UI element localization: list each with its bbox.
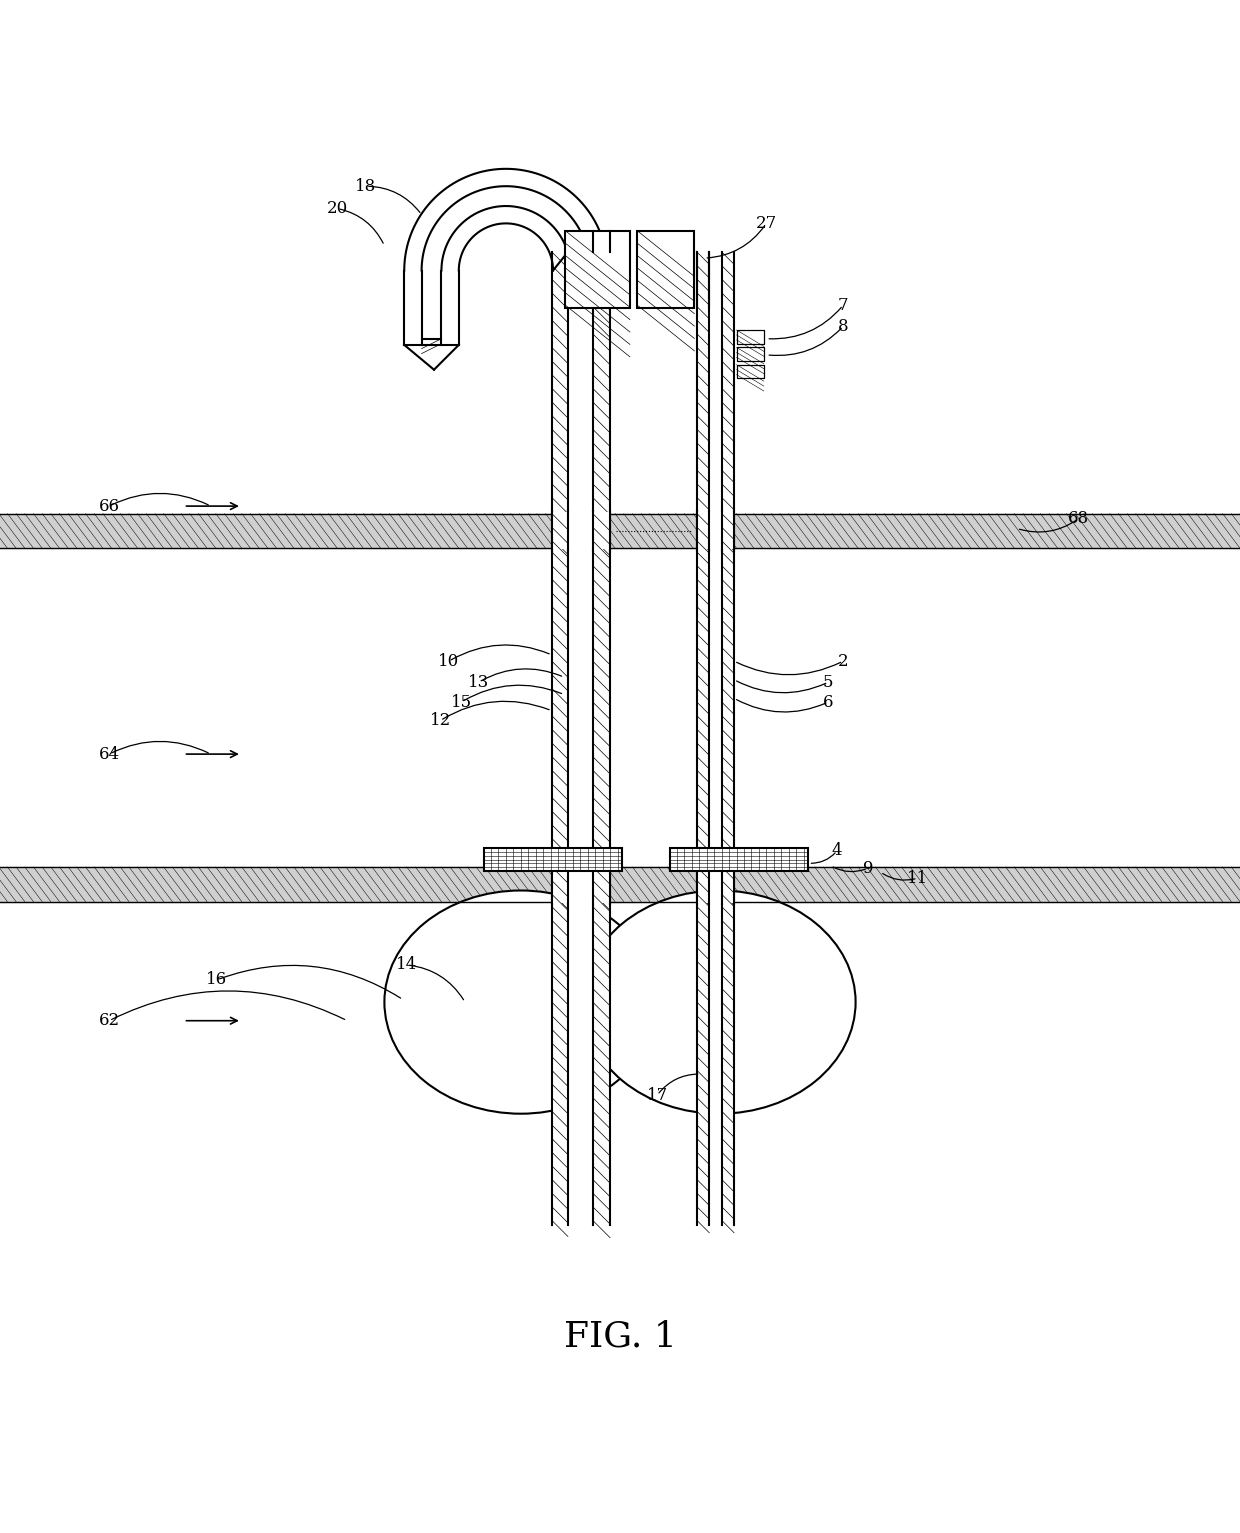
FancyArrowPatch shape — [737, 681, 826, 693]
FancyArrowPatch shape — [833, 868, 866, 872]
FancyArrowPatch shape — [368, 185, 420, 213]
Text: 64: 64 — [98, 745, 120, 762]
Text: 7: 7 — [838, 297, 848, 314]
Bar — [484, 848, 622, 871]
Text: 14: 14 — [396, 957, 418, 973]
FancyArrowPatch shape — [340, 208, 383, 244]
Bar — [552, 251, 568, 1225]
FancyArrowPatch shape — [769, 328, 841, 356]
Text: 20: 20 — [326, 199, 348, 218]
Text: 27: 27 — [755, 215, 777, 231]
Bar — [637, 231, 694, 308]
FancyArrowPatch shape — [464, 685, 562, 701]
FancyArrowPatch shape — [451, 645, 549, 659]
Text: FIG. 1: FIG. 1 — [563, 1320, 677, 1354]
Bar — [568, 251, 593, 1225]
Bar — [670, 848, 808, 871]
Text: 16: 16 — [206, 972, 228, 989]
Text: 12: 12 — [429, 713, 451, 730]
Bar — [565, 231, 630, 308]
Text: 5: 5 — [823, 673, 833, 691]
FancyArrowPatch shape — [112, 494, 208, 504]
Bar — [551, 512, 611, 549]
FancyArrowPatch shape — [409, 966, 464, 1000]
FancyArrowPatch shape — [658, 1075, 698, 1093]
Bar — [670, 848, 808, 871]
Text: 66: 66 — [99, 498, 119, 515]
Text: 8: 8 — [838, 317, 848, 334]
Bar — [722, 251, 734, 1225]
Text: 9: 9 — [863, 860, 873, 877]
Text: 10: 10 — [438, 653, 460, 670]
Text: 6: 6 — [823, 693, 833, 710]
Bar — [737, 365, 764, 379]
FancyArrowPatch shape — [737, 699, 826, 711]
Bar — [565, 231, 630, 308]
Bar — [696, 866, 735, 903]
Bar — [637, 231, 694, 308]
Text: 13: 13 — [467, 673, 490, 691]
Ellipse shape — [583, 891, 856, 1113]
Text: 11: 11 — [906, 869, 929, 886]
Bar — [737, 348, 764, 360]
Text: 68: 68 — [1068, 510, 1090, 527]
Bar — [551, 866, 611, 903]
Text: 2: 2 — [838, 653, 848, 670]
FancyArrowPatch shape — [112, 742, 208, 753]
FancyArrowPatch shape — [1019, 520, 1076, 532]
Bar — [737, 365, 764, 379]
FancyArrowPatch shape — [219, 966, 401, 998]
Text: 17: 17 — [646, 1087, 668, 1104]
Ellipse shape — [384, 891, 657, 1113]
FancyArrowPatch shape — [737, 662, 841, 675]
FancyArrowPatch shape — [443, 701, 549, 719]
FancyArrowPatch shape — [811, 852, 836, 863]
Bar — [593, 251, 610, 1225]
Bar — [709, 251, 722, 1225]
FancyArrowPatch shape — [707, 225, 765, 258]
Bar — [696, 512, 735, 549]
Text: 18: 18 — [355, 178, 377, 195]
Bar — [737, 330, 764, 343]
FancyArrowPatch shape — [769, 307, 842, 339]
Text: 4: 4 — [832, 842, 842, 860]
FancyArrowPatch shape — [883, 874, 915, 880]
Text: 15: 15 — [450, 693, 472, 710]
Bar — [737, 348, 764, 360]
FancyArrowPatch shape — [481, 668, 562, 681]
FancyArrowPatch shape — [112, 990, 345, 1019]
Bar — [697, 251, 709, 1225]
Bar — [737, 330, 764, 343]
Bar — [484, 848, 622, 871]
Text: 62: 62 — [98, 1012, 120, 1029]
